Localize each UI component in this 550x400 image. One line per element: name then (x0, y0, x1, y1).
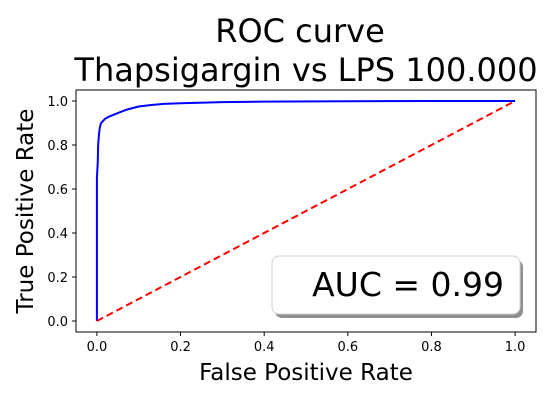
y-axis-label: True Positive Rate (13, 109, 39, 315)
x-axis-label: False Positive Rate (199, 360, 413, 386)
y-tick-label: 0.8 (47, 139, 68, 154)
legend-box (271, 255, 521, 315)
y-tick-label: 0.2 (47, 271, 68, 286)
chart-title-line2: Thapsigargin vs LPS 100.000 (73, 51, 537, 89)
x-tick-label: 0.0 (87, 340, 108, 355)
plot-frame (75, 89, 537, 333)
y-tick-label: 0.4 (47, 227, 68, 242)
chart-title-line1: ROC curve (215, 12, 385, 50)
chance-line (96, 100, 516, 322)
roc-curve-line (95, 100, 516, 321)
legend-auc-text: AUC = 0.99 (312, 265, 504, 304)
x-tick-label: 0.2 (170, 340, 191, 355)
plot-area: 0.0 0.2 0.4 0.6 0.8 1.0 0.0 0.2 0.4 0.6 0.8 1.0 AUC … (47, 89, 537, 355)
x-tick-label: 1.0 (505, 340, 526, 355)
y-tick-label: 1.0 (47, 95, 68, 110)
y-tick-label: 0.0 (47, 315, 68, 330)
x-tick-label: 0.8 (421, 340, 442, 355)
x-tick-label: 0.4 (254, 340, 275, 355)
x-tick-label: 0.6 (337, 340, 358, 355)
y-tick-label: 0.6 (47, 183, 68, 198)
